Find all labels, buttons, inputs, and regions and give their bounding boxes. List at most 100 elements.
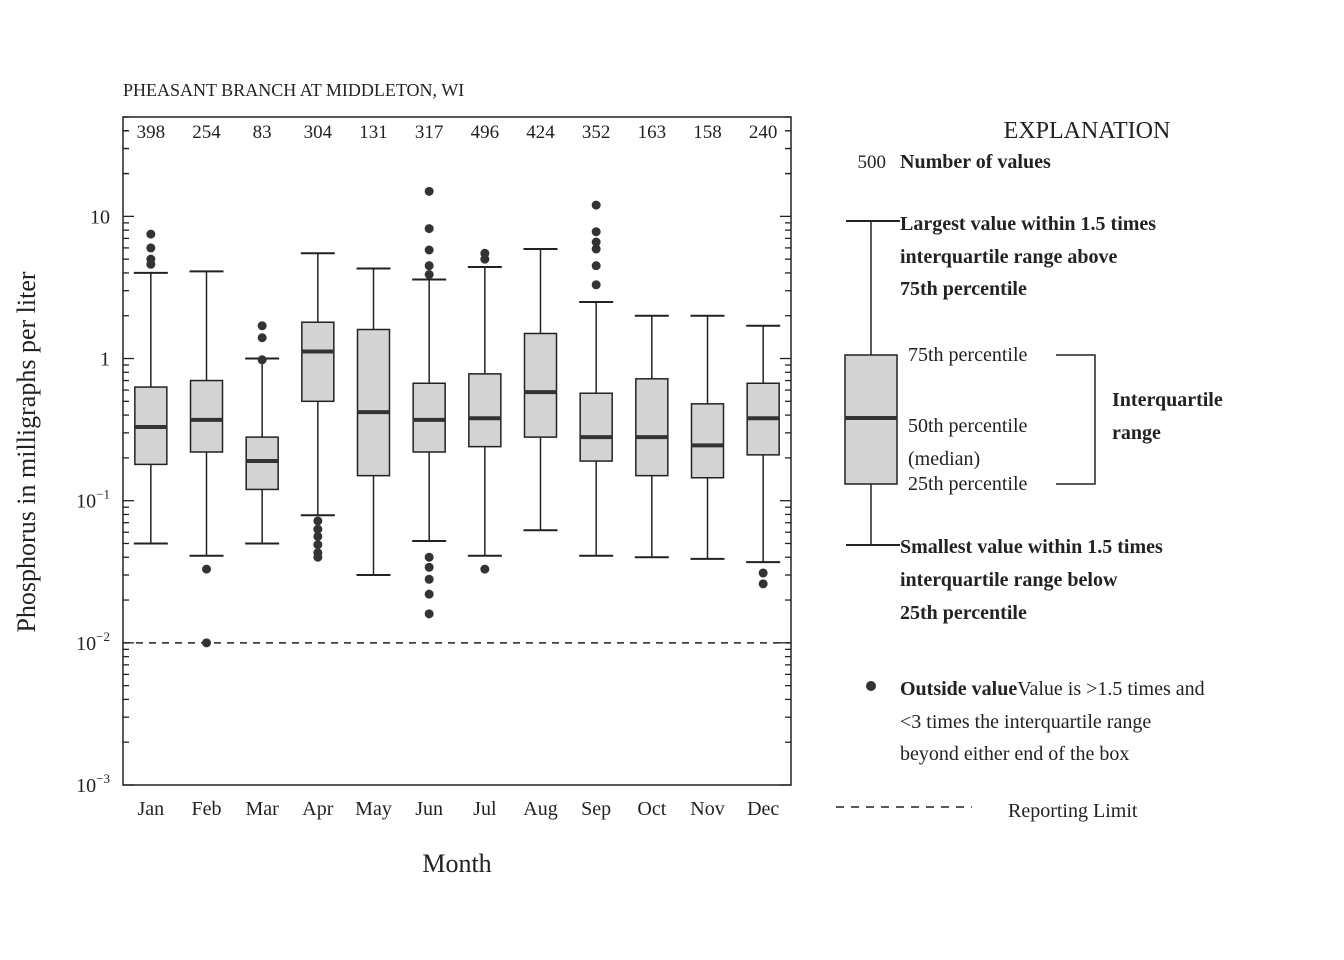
outlier-point (591, 200, 601, 210)
chart-title: PHEASANT BRANCH AT MIDDLETON, WI (123, 80, 464, 100)
outlier-point (424, 552, 434, 562)
legend-outside-line-3: beyond either end of the box (900, 743, 1129, 765)
y-tick-label: 1 (100, 349, 110, 371)
outlier-point (424, 269, 434, 279)
explanation-legend: EXPLANATION 500 Number of values Largest… (836, 118, 1223, 822)
count-label: 352 (582, 122, 611, 143)
outlier-point (257, 321, 267, 331)
y-tick-label: 10 (90, 206, 110, 228)
outlier-point (424, 574, 434, 584)
box-iqr (356, 328, 391, 477)
box-nov (690, 314, 725, 560)
y-tick-base: 10 (90, 206, 110, 228)
outlier-point (591, 261, 601, 271)
box-iqr (635, 378, 669, 477)
x-tick-label: Jun (415, 798, 443, 820)
legend-outside-text: Outside valueValue is >1.5 times and (900, 678, 1205, 700)
outlier-point (424, 562, 434, 572)
outlier-point (591, 244, 601, 254)
outlier-point (313, 552, 323, 562)
box-jan (133, 229, 168, 545)
outlier-point (758, 568, 768, 578)
y-tick-exponent: −1 (96, 487, 110, 502)
outlier-point (424, 589, 434, 599)
count-label: 163 (638, 122, 667, 143)
x-tick-label: Dec (747, 798, 779, 820)
box-iqr (579, 392, 613, 462)
outlier-point (313, 531, 323, 541)
box-apr (300, 252, 335, 562)
x-tick-label: Feb (192, 798, 222, 820)
y-tick-exponent: −2 (96, 629, 110, 644)
count-label: 304 (304, 122, 333, 143)
x-tick-label: Nov (690, 798, 724, 820)
outlier-point (591, 237, 601, 247)
legend-lower-line-2: interquartile range below (900, 569, 1118, 591)
y-tick-base: 10 (76, 633, 96, 655)
box-dec (746, 324, 781, 589)
y-tick-base: 10 (76, 775, 96, 797)
y-tick-exponent: −3 (96, 771, 110, 786)
outlier-point (480, 248, 490, 258)
plot-frame (122, 116, 792, 786)
legend-count-example: 500 (858, 152, 887, 173)
box-jul (467, 248, 502, 574)
x-tick-labels: Jan Feb Mar Apr May Jun Jul Aug Sep Oct Nov Dec (137, 798, 779, 820)
count-labels: 398 254 83 304 131 317 496 424 352 163 158 240 (137, 122, 778, 143)
y-tick-base: 1 (100, 349, 110, 371)
box-jun (412, 186, 447, 619)
outlier-point (202, 564, 211, 574)
x-tick-label: Jan (137, 798, 164, 820)
x-tick-label: Jul (473, 798, 497, 820)
outlier-point (146, 229, 156, 239)
count-label: 131 (359, 122, 388, 143)
box-series (133, 186, 781, 648)
box-sep (579, 200, 614, 557)
legend-iqr-line-2: range (1112, 422, 1161, 444)
outlier-point (480, 564, 490, 574)
y-tick-label: 10−3 (76, 771, 110, 797)
legend-upper-line-2: interquartile range above (900, 246, 1118, 268)
count-label: 424 (526, 122, 555, 143)
outlier-point (257, 355, 267, 365)
legend-reporting-limit-label: Reporting Limit (1008, 800, 1138, 822)
outlier-point (313, 516, 323, 526)
x-tick-label: Oct (637, 798, 666, 820)
legend-outside-line-2: <3 times the interquartile range (900, 711, 1151, 733)
outlier-point (758, 579, 768, 589)
count-label: 317 (415, 122, 444, 143)
legend-p75: 75th percentile (908, 344, 1028, 366)
legend-p25: 25th percentile (908, 473, 1028, 495)
count-label: 254 (192, 122, 221, 143)
box-iqr (301, 321, 335, 403)
legend-iqr-bracket (1056, 354, 1096, 485)
box-aug (523, 247, 558, 532)
x-axis-title: Month (422, 849, 491, 878)
x-tick-label: Apr (302, 798, 333, 820)
outlier-point (591, 227, 601, 237)
axis-ticks (123, 116, 791, 786)
x-tick-label: Sep (581, 798, 611, 820)
count-label: 398 (137, 122, 166, 143)
outlier-point (313, 524, 323, 534)
outlier-point (424, 224, 434, 234)
outlier-point (313, 540, 323, 550)
y-tick-label: 10−2 (76, 629, 110, 655)
x-tick-label: Aug (523, 798, 557, 820)
box-iqr (189, 379, 224, 453)
y-tick-base: 10 (76, 491, 96, 513)
box-mar (245, 321, 280, 545)
outlier-point (424, 186, 434, 196)
outlier-point (202, 638, 211, 648)
count-label: 496 (471, 122, 500, 143)
outlier-point (424, 261, 434, 271)
count-label: 83 (253, 122, 272, 143)
legend-outlier-dot (866, 681, 876, 691)
outlier-point (146, 254, 156, 264)
box-iqr (690, 403, 725, 479)
outlier-point (424, 609, 434, 619)
box-oct (634, 314, 669, 559)
legend-lower-line-1: Smallest value within 1.5 times (900, 536, 1163, 558)
